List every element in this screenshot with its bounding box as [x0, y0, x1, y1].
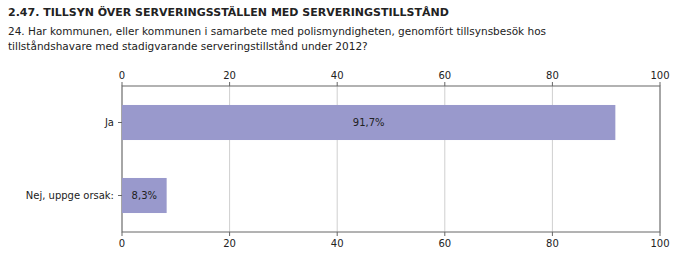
chart-svg: 2.47. TILLSYN ÖVER SERVERINGSSTÄLLEN MED… — [0, 0, 681, 257]
x-tick-label: 40 — [331, 238, 344, 249]
x-tick-label: 20 — [223, 238, 236, 249]
x-tick-top — [444, 82, 445, 86]
x-tick-label-top: 80 — [546, 70, 559, 81]
y-tick-label: Nej, uppge orsak: — [26, 190, 114, 201]
x-tick — [337, 232, 338, 236]
x-tick-label: 0 — [119, 238, 125, 249]
x-tick-top — [337, 82, 338, 86]
x-tick-top — [552, 82, 553, 86]
x-tick-top — [122, 82, 123, 86]
x-tick-top — [660, 82, 661, 86]
bar — [122, 178, 167, 213]
bar — [122, 105, 615, 140]
y-tick — [118, 195, 122, 196]
x-tick-label-top: 20 — [223, 70, 236, 81]
x-tick-label: 100 — [650, 238, 669, 249]
x-tick-label: 60 — [438, 238, 451, 249]
x-tick — [444, 232, 445, 236]
x-tick-label-top: 60 — [438, 70, 451, 81]
data-label: 91,7% — [353, 117, 385, 128]
x-tick — [660, 232, 661, 236]
x-tick-label-top: 40 — [331, 70, 344, 81]
x-tick — [552, 232, 553, 236]
chart-container: 2.47. TILLSYN ÖVER SERVERINGSSTÄLLEN MED… — [0, 0, 681, 257]
bars — [122, 105, 615, 213]
data-label: 8,3% — [132, 190, 157, 201]
grid — [122, 86, 660, 232]
subtitle: 24. Har kommunen, eller kommunen i samar… — [8, 25, 546, 37]
x-tick-label: 80 — [546, 238, 559, 249]
y-tick — [118, 122, 122, 123]
plot-frame — [122, 86, 660, 232]
x-tick — [122, 232, 123, 236]
title: 2.47. TILLSYN ÖVER SERVERINGSSTÄLLEN MED… — [8, 5, 449, 19]
x-tick-label-top: 100 — [650, 70, 669, 81]
x-tick-top — [229, 82, 230, 86]
x-tick-label-top: 0 — [119, 70, 125, 81]
x-tick — [229, 232, 230, 236]
y-tick-label: Ja — [104, 117, 114, 128]
subtitle: tillståndshavare med stadigvarande serve… — [8, 40, 368, 52]
